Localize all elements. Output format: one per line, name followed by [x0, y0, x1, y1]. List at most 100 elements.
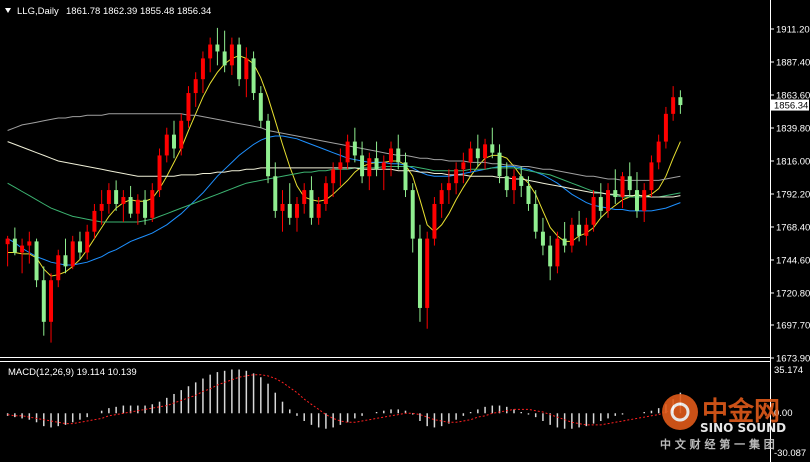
dropdown-triangle-icon[interactable] — [5, 8, 11, 13]
ma-line-1 — [7, 135, 681, 266]
candle-body — [468, 148, 473, 163]
candle — [446, 169, 451, 204]
candle-body — [215, 44, 220, 52]
candle-body — [12, 238, 17, 253]
candle-body — [577, 224, 582, 236]
candle-body — [92, 210, 97, 232]
candle-body — [70, 241, 75, 267]
candle-body — [627, 176, 632, 191]
candle — [12, 227, 17, 256]
candle — [338, 148, 343, 186]
candle — [519, 166, 524, 198]
candle — [150, 183, 155, 222]
candle — [526, 176, 531, 211]
candle-body — [634, 190, 639, 211]
candle-body — [179, 120, 184, 149]
candle — [128, 185, 133, 218]
watermark-cn-title: 中金网 — [702, 396, 780, 427]
candle — [374, 141, 379, 177]
candle — [294, 197, 299, 232]
candle-body — [266, 120, 271, 177]
candle — [475, 134, 480, 167]
candle-body — [302, 190, 307, 204]
candle — [20, 238, 25, 274]
candle-body — [483, 144, 488, 159]
candle-body — [360, 155, 365, 177]
candle-body — [114, 190, 119, 204]
candle — [360, 141, 365, 184]
candle — [439, 183, 444, 218]
candle-body — [678, 97, 683, 106]
candle-body — [128, 197, 133, 214]
price-tick-label: 1744.60 — [776, 255, 810, 266]
candle-body — [49, 280, 54, 322]
candle-body — [461, 162, 466, 170]
candle-body — [27, 241, 32, 246]
candle-body — [164, 134, 169, 156]
price-tick-label: 1768.40 — [776, 222, 810, 233]
candle-body — [367, 158, 372, 177]
candle-body — [526, 185, 531, 204]
candle-body — [620, 176, 625, 198]
candle — [193, 72, 198, 107]
candle — [121, 190, 126, 222]
candle — [5, 235, 10, 267]
candle — [389, 141, 394, 177]
candle — [200, 51, 205, 94]
current-price-label: 1856.34 — [774, 101, 808, 112]
candle — [85, 224, 90, 260]
candle — [157, 148, 162, 198]
macd-label: MACD(12,26,9) 19.114 10.139 — [8, 367, 137, 378]
candlesticks — [5, 27, 683, 343]
candle-body — [490, 144, 495, 153]
price-tick-label: 1863.60 — [776, 90, 810, 101]
candle — [678, 90, 683, 114]
candle — [454, 162, 459, 195]
candle — [504, 162, 509, 198]
candle-body — [425, 238, 430, 308]
candle — [345, 134, 350, 170]
candle-body — [331, 169, 336, 184]
candle-body — [157, 155, 162, 191]
macd-axis-top: 35.174 — [774, 365, 803, 376]
candle — [27, 231, 32, 264]
candle-body — [186, 93, 191, 121]
candle-body — [389, 148, 394, 163]
candle — [461, 152, 466, 184]
candle-body — [432, 203, 437, 239]
candle — [92, 203, 97, 239]
price-tick-label: 1839.80 — [776, 123, 810, 134]
candle-body — [591, 197, 596, 225]
candle — [208, 37, 213, 73]
watermark-en-title: SINO SOUND — [700, 421, 786, 435]
candle-body — [540, 231, 545, 246]
candle — [41, 266, 46, 336]
candle — [512, 169, 516, 204]
price-tick-label: 1911.20 — [776, 25, 810, 36]
candle — [229, 37, 234, 76]
candle-body — [548, 245, 553, 267]
candle-body — [512, 176, 516, 191]
watermark-subtitle: 中 文 财 经 第 一 集 团 — [660, 437, 775, 451]
candle — [135, 194, 140, 225]
ma-line-0 — [7, 55, 681, 277]
candle — [613, 169, 618, 204]
candle — [425, 231, 430, 329]
candle — [642, 183, 647, 222]
candle-body — [63, 255, 68, 267]
price-axis: 1911.20 1887.40 1863.60 1839.80 1816.00 1792.… — [770, 25, 810, 365]
candle — [396, 134, 401, 170]
candle-body — [208, 44, 213, 59]
candle-body — [135, 199, 140, 214]
candle — [410, 183, 415, 253]
candle — [280, 190, 285, 232]
candle-body — [410, 190, 415, 239]
candle-body — [280, 203, 285, 211]
candle — [468, 141, 473, 173]
candle-body — [562, 238, 567, 246]
macd-axis-bottom: -30.087 — [774, 448, 806, 459]
candle — [671, 86, 676, 121]
candle — [114, 180, 119, 211]
